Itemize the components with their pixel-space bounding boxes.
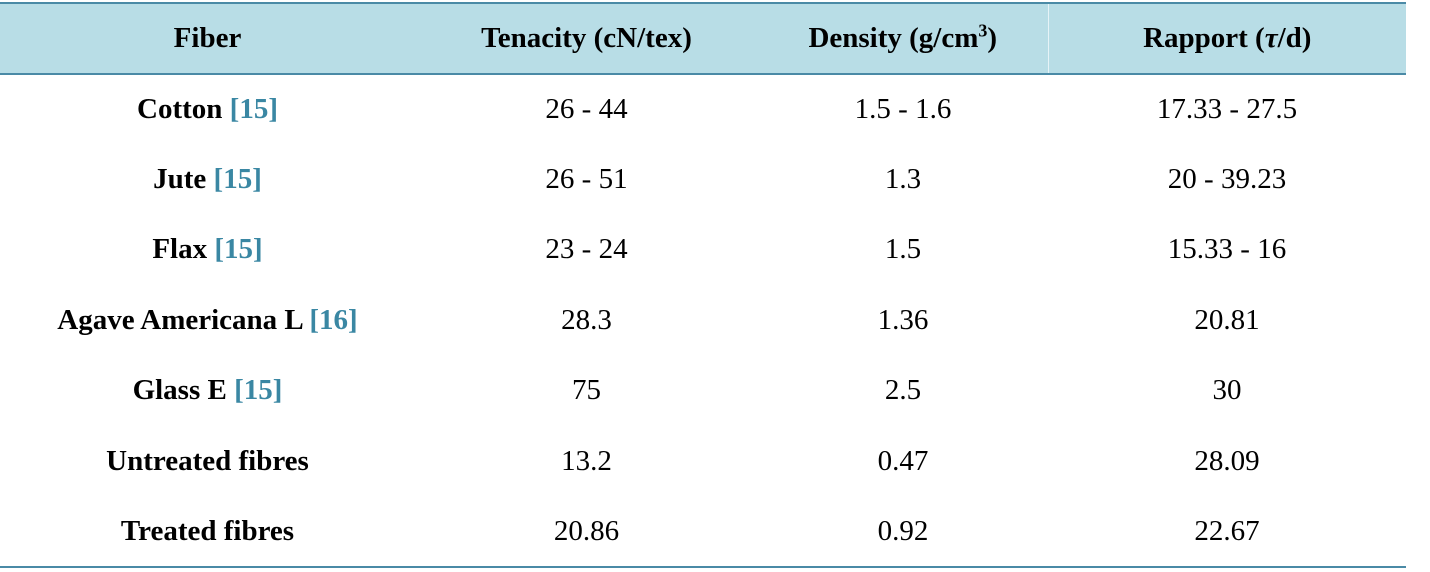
header-rapport-close: /d) [1277,22,1312,54]
cell-density: 1.3 [884,163,922,196]
cell-density: 0.47 [877,444,929,477]
cell-rapport: 20 - 39.23 [1167,163,1287,196]
cell-rapport: 22.67 [1048,496,1406,568]
table-row: Jute [15] 26 - 51 1.3 20 - 39.23 [0,144,1406,214]
fiber-name: Glass E [132,374,227,407]
cell-tenacity: 13.2 [561,444,612,477]
cell-fiber: Agave Americana L [16] [0,285,415,355]
header-density-label: Density (g/cm [808,22,979,54]
cell-tenacity: 26 - 44 [545,93,628,126]
fiber-name: Agave Americana L [57,303,303,336]
table-row: Cotton [15] 26 - 44 1.5 - 1.6 17.33 - 27.5 [0,74,1406,144]
table-row: Treated fibres 20.86 0.92 22.67 [0,496,1406,568]
header-rapport: Rapport (τ/d) [1048,2,1406,75]
cell-density: 0.92 [758,496,1048,568]
fiber-properties-table-container: Fiber Tenacity (cN/tex) Density (g/cm3) … [0,2,1406,568]
header-rapport-label: Rapport ( [1143,22,1265,54]
fiber-properties-table: Fiber Tenacity (cN/tex) Density (g/cm3) … [0,2,1406,568]
header-row: Fiber Tenacity (cN/tex) Density (g/cm3) … [0,2,1406,75]
cell-tenacity: 28.3 [561,303,612,336]
header-density: Density (g/cm3) [758,2,1049,75]
fiber-name: Untreated fibres [106,444,309,477]
table-row: Glass E [15] 75 2.5 30 [0,356,1406,426]
cell-density: 1.5 [884,233,922,266]
cell-fiber: Treated fibres [0,496,415,568]
cell-tenacity: 26 - 51 [545,163,628,196]
cell-density: 2.5 [884,374,922,407]
table-row: Untreated fibres 13.2 0.47 28.09 [0,426,1406,496]
header-density-close: ) [987,22,998,54]
header-tenacity-label: Tenacity (cN/tex) [481,22,692,54]
reference-link[interactable]: [16] [309,303,358,336]
table-header: Fiber Tenacity (cN/tex) Density (g/cm3) … [0,2,1406,75]
cell-fiber: Jute [15] [0,144,415,214]
reference-link[interactable]: [15] [214,233,263,266]
header-rapport-symbol: τ [1264,22,1278,54]
reference-link[interactable]: [15] [229,93,278,126]
header-density-superscript: 3 [978,20,988,41]
cell-tenacity: 75 [572,374,601,407]
cell-fiber: Cotton [15] [0,74,415,144]
fiber-name: Jute [153,163,207,196]
cell-rapport: 20.81 [1194,303,1260,336]
table-body: Cotton [15] 26 - 44 1.5 - 1.6 17.33 - 27.5 J… [0,74,1406,568]
reference-link[interactable]: [15] [213,163,262,196]
fiber-name: Flax [152,233,208,266]
cell-rapport: 17.33 - 27.5 [1156,93,1298,126]
cell-rapport: 15.33 - 16 [1167,233,1287,266]
cell-rapport: 28.09 [1194,444,1260,477]
reference-link[interactable]: [15] [234,374,283,407]
header-tenacity: Tenacity (cN/tex) [415,2,758,75]
cell-density: 1.5 - 1.6 [854,93,952,126]
cell-density: 1.36 [877,303,929,336]
cell-fiber: Glass E [15] [0,356,415,426]
fiber-name: Treated fibres [120,514,295,547]
cell-fiber: Untreated fibres [0,426,415,496]
header-fiber-label: Fiber [173,22,242,54]
table-row: Flax [15] 23 - 24 1.5 15.33 - 16 [0,215,1406,285]
cell-tenacity: 20.86 [415,496,758,568]
header-fiber: Fiber [0,2,415,75]
cell-fiber: Flax [15] [0,215,415,285]
cell-tenacity: 23 - 24 [545,233,628,266]
fiber-name: Cotton [137,93,223,126]
cell-rapport: 30 [1212,374,1242,407]
table-row: Agave Americana L [16] 28.3 1.36 20.81 [0,285,1406,355]
